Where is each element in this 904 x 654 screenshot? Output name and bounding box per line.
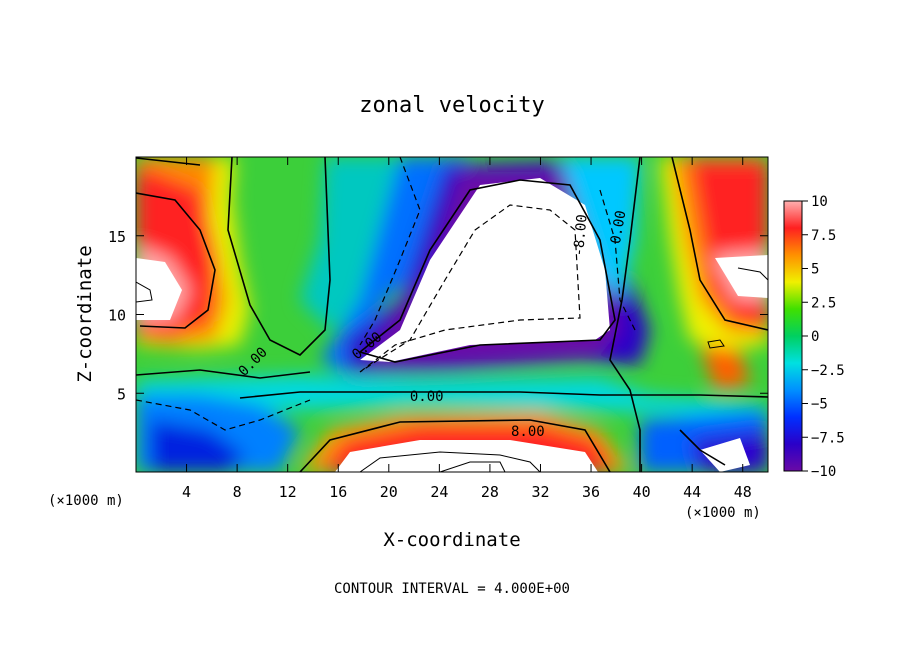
colorbar-tick-label: 0 [811, 329, 819, 345]
colorbar-tick-label: 7.5 [811, 228, 836, 244]
x-tick-label: 44 [683, 483, 701, 501]
y-tick-label: 15 [108, 228, 126, 246]
x-tick-label: 12 [279, 483, 297, 501]
x-tick-label: 8 [233, 483, 242, 501]
x-unit-left: (×1000 m) [48, 493, 124, 509]
chart-title: zonal velocity [359, 93, 544, 118]
x-axis: 4 8 12 16 20 24 28 32 36 40 44 48 [182, 157, 752, 501]
y-tick-label: 10 [108, 307, 126, 325]
x-unit-right: (×1000 m) [685, 505, 761, 521]
contour-label: 0.00 [410, 389, 444, 405]
x-tick-label: 28 [481, 483, 499, 501]
colorbar-ticks: 10 7.5 5 2.5 0 −2.5 −5 −7.5 −10 [802, 194, 845, 480]
x-tick-label: 32 [531, 483, 549, 501]
y-tick-label: 5 [117, 385, 126, 403]
colorbar-tick-label: 2.5 [811, 295, 836, 311]
x-tick-label: 36 [582, 483, 600, 501]
x-tick-label: 40 [633, 483, 651, 501]
colorbar-tick-label: 5 [811, 262, 819, 278]
colorbar-tick-label: −5 [811, 397, 828, 413]
y-axis-label: Z-coordinate [74, 245, 96, 382]
colorbar-tick-label: −10 [811, 464, 836, 480]
x-tick-label: 48 [734, 483, 752, 501]
x-tick-label: 20 [380, 483, 398, 501]
colorbar-tick-label: −2.5 [811, 363, 845, 379]
x-tick-label: 24 [430, 483, 448, 501]
colorbar-tick-label: −7.5 [811, 430, 845, 446]
contour-label: 8.00 [511, 424, 545, 440]
heatmap-field [136, 157, 768, 472]
contour-lines [136, 157, 768, 472]
contour-label: 0.00 [608, 209, 630, 245]
y-axis: 5 10 15 [108, 228, 768, 403]
contour-label: -8.00 [571, 214, 591, 257]
colorbar [783, 200, 803, 472]
colorbar-tick-label: 10 [811, 194, 828, 210]
x-tick-label: 4 [182, 483, 191, 501]
x-axis-label: X-coordinate [383, 529, 520, 551]
contour-interval-note: CONTOUR INTERVAL = 4.000E+00 [334, 581, 570, 597]
x-tick-label: 16 [329, 483, 347, 501]
